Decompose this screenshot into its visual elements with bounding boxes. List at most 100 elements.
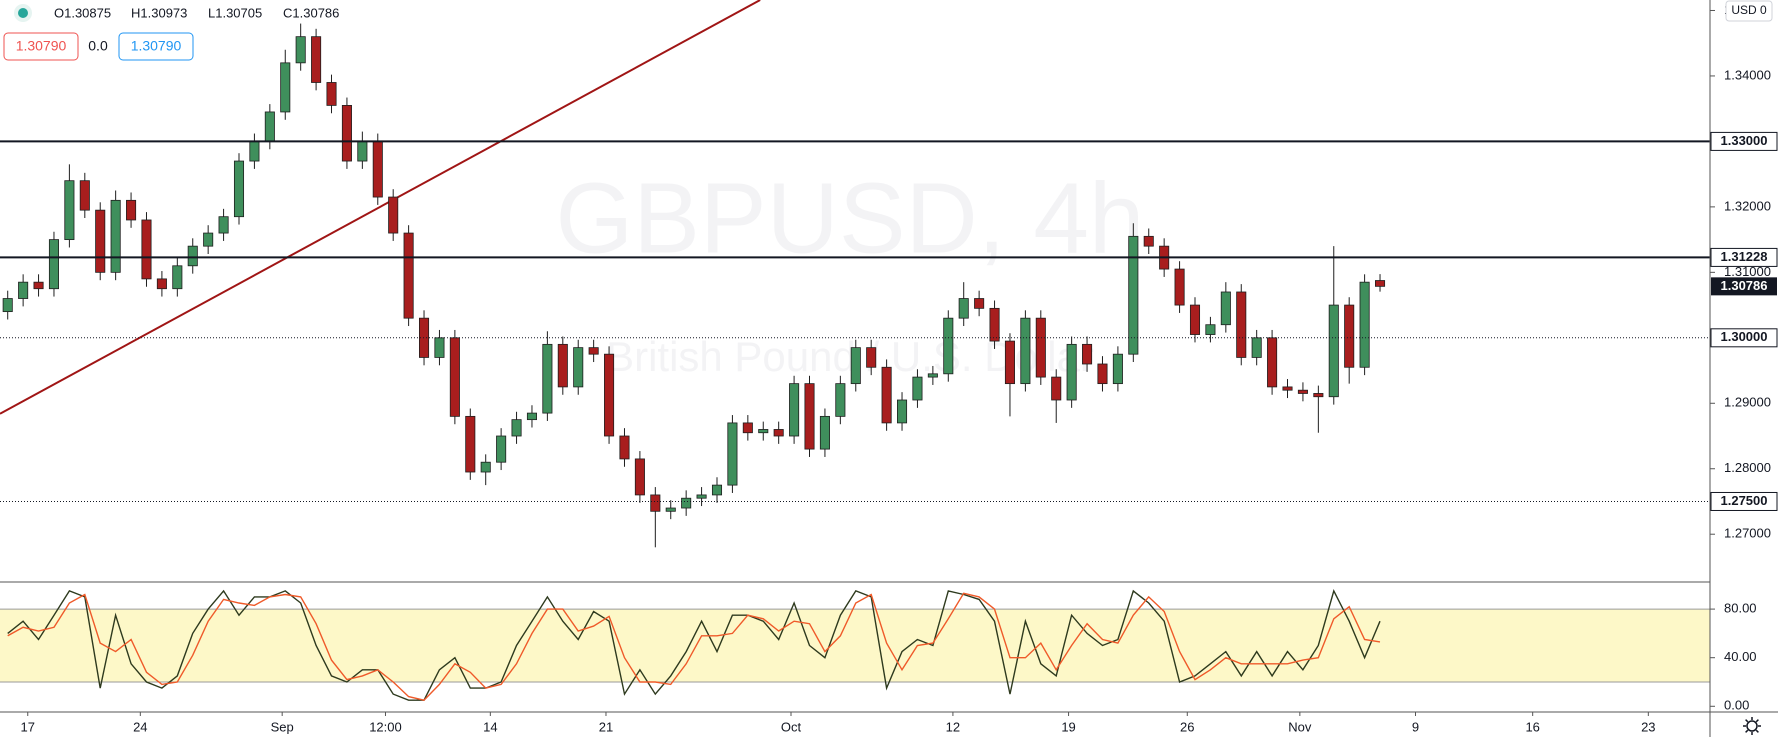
y-tick-label: 0.00 [1724,698,1749,713]
candle-body [1189,304,1201,335]
candle-body [866,347,877,368]
x-tick-label: Sep [271,719,294,734]
ohlc-open: O1.30875 [54,5,111,20]
candle-body [388,196,399,234]
sell-button[interactable] [3,32,79,61]
y-tick-label: 1.34000 [1724,67,1771,82]
last-price-label: 1.30786 [1721,278,1768,293]
plot-layer [0,0,1710,701]
ohlc-low: L1.30705 [208,5,262,20]
candle-body [449,337,460,417]
candle-body [295,36,306,64]
candle-body [1359,281,1370,368]
candle-body [1035,317,1046,378]
candle-body [264,111,275,142]
candle-body [18,281,29,299]
x-tick-label: 12:00 [369,719,402,734]
trendline [0,0,761,415]
candle-body [819,415,830,450]
x-tick-label: 16 [1525,719,1539,734]
currency-label: USD 0 [1731,3,1767,17]
settings-icon[interactable] [1743,717,1761,735]
candle-body [1082,343,1093,365]
candle-body [1220,291,1231,326]
candle-body [604,353,615,437]
candle-body [64,180,75,241]
candle-body [665,507,676,512]
candle-body [526,412,537,421]
oscillator-line [7,592,1381,701]
candle-body [280,62,291,113]
x-tick-label: Nov [1288,719,1312,734]
candle-body [326,82,337,106]
candle-body [897,399,908,424]
candle-body [1344,304,1355,368]
candle-body [1297,389,1308,394]
candle-body [943,317,954,375]
candle-body [1004,340,1015,385]
candle-body [33,281,44,290]
candle-body [850,347,861,385]
candle-body [1251,337,1262,358]
candle-body [480,461,491,473]
candle-body [156,278,167,290]
candle-body [650,494,661,512]
candle-body [1066,343,1077,401]
candle-body [218,216,229,234]
candle-body [958,298,969,319]
candle-body [619,435,630,460]
candle-body [1051,376,1062,401]
x-tick-label: Oct [781,719,802,734]
candle-body [172,265,183,290]
candle-body [835,383,846,417]
y-tick-label: 1.31000 [1724,264,1771,279]
x-tick-label: 19 [1061,719,1075,734]
candle-body [1174,268,1185,306]
ohlc-high: H1.30973 [131,5,187,20]
settings-gear [1746,720,1758,732]
watermark: GBPUSD, 4h [555,162,1144,274]
candle-body [341,105,352,162]
x-tick-label: 24 [133,719,147,734]
candle-body [496,435,507,463]
level-label-box [1710,247,1778,267]
currency-button[interactable] [1725,0,1773,22]
candle-body [434,337,445,358]
candle-body [1205,324,1216,335]
level-label-box [1710,328,1778,348]
y-tick-label: 1.32000 [1724,198,1771,213]
candle-body [542,343,553,414]
candle-body [573,347,584,388]
candle-body [927,373,938,378]
x-tick-label: 17 [21,719,35,734]
candle-body [187,245,198,267]
candle-body [403,232,414,319]
candle-body [1128,235,1139,355]
buy-button[interactable] [118,32,194,61]
candle-body [465,415,476,473]
ohlc-close: C1.30786 [283,5,339,20]
spread: 0.0 [88,38,108,54]
x-tick-label: 26 [1180,719,1194,734]
x-tick-label: 9 [1412,719,1419,734]
level-label: 1.31228 [1721,249,1768,264]
candle-body [804,383,815,450]
candle-body [989,307,1000,342]
y-tick-label: 40.00 [1724,649,1757,664]
candle-body [249,141,260,162]
candle-body [511,419,522,437]
candle-body [742,422,753,434]
candle-body [588,347,599,355]
candle-body [1143,235,1154,247]
candle-body [311,36,322,83]
candle-body [634,458,645,496]
candle-body [48,239,59,290]
candle-body [912,376,923,401]
candle-body [372,141,383,198]
x-tick-label: 21 [599,719,613,734]
candle-body [758,429,769,434]
candle-body [110,199,121,273]
sell-price: 1.30790 [16,38,67,54]
